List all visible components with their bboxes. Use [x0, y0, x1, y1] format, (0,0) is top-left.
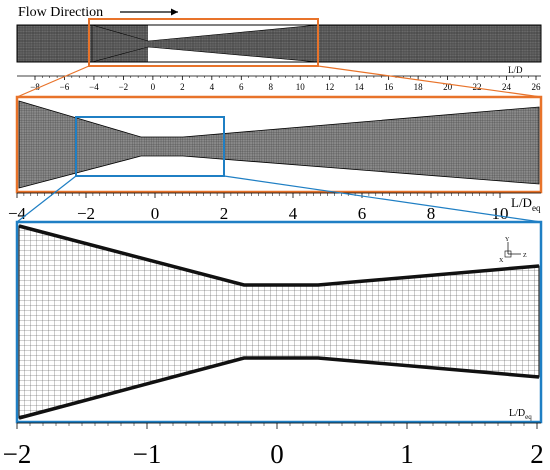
panel2-tick-label: −2 — [77, 204, 95, 223]
panel-zoom-1 — [15, 95, 543, 194]
panel1-tick-label: 6 — [239, 82, 244, 92]
panel3-ruler: −2 −1 0 1 2 — [3, 422, 544, 469]
zoom-box-2 — [75, 116, 225, 177]
panel-full-domain — [16, 18, 542, 67]
panel2-tick-label: 10 — [492, 204, 509, 223]
panel1-tick-label: 4 — [210, 82, 215, 92]
panel1-tick-label: 14 — [355, 82, 365, 92]
panel2-venturi-mesh — [18, 100, 540, 189]
panel2-tick-label: 6 — [358, 204, 367, 223]
panel3-tick-label: −1 — [133, 439, 162, 469]
zoom-box-1 — [88, 18, 319, 67]
panel1-axis-label: L/D — [508, 65, 523, 75]
triad-x-label: X — [499, 258, 504, 264]
panel3-axis-label: L/Deq — [509, 408, 532, 421]
panel2-tick-label: 2 — [220, 204, 229, 223]
panel1-tick-label: −2 — [119, 82, 129, 92]
panel1-tick-label: 8 — [269, 82, 274, 92]
panel-zoom-2: Y X Z L/Deq — [15, 220, 543, 424]
triad-z-label: Z — [523, 253, 527, 259]
panel1-tick-label: −8 — [30, 82, 40, 92]
panel2-axis-label: L/Deq — [511, 195, 541, 213]
panel2-tick-label: 4 — [289, 204, 298, 223]
panel1-tick-label: 22 — [473, 82, 482, 92]
panel1-tick-label: 16 — [384, 82, 394, 92]
panel2-tick-label: −4 — [8, 204, 27, 223]
axis-triad-icon: Y X Z — [499, 237, 527, 264]
panel3-tick-label: 0 — [270, 439, 284, 469]
panel3-tick-label: −2 — [3, 439, 32, 469]
panel1-ruler: −8 −6 −4 −2 0 2 4 6 8 10 12 14 16 18 20 22 24 26 L/D — [17, 65, 541, 92]
panel1-tick-label: −4 — [89, 82, 99, 92]
panel3-tick-label: 1 — [400, 439, 414, 469]
panel2-tick-label: 0 — [151, 204, 160, 223]
flow-direction-label: Flow Direction — [18, 5, 103, 20]
triad-y-label: Y — [505, 237, 510, 243]
panel2-ruler: −4 −2 0 2 4 6 8 10 L/Deq — [8, 192, 541, 223]
panel1-tick-label: 24 — [502, 82, 512, 92]
panel1-tick-label: −6 — [60, 82, 70, 92]
panel1-tick-label: 18 — [414, 82, 424, 92]
panel1-tick-label: 26 — [532, 82, 542, 92]
panel1-tick-label: 12 — [325, 82, 334, 92]
panel1-tick-label: 0 — [151, 82, 156, 92]
panel1-tick-label: 10 — [296, 82, 306, 92]
panel3-tick-label: 2 — [530, 439, 544, 469]
panel1-tick-label: 2 — [180, 82, 185, 92]
panel2-tick-label: 8 — [427, 204, 436, 223]
flow-direction-arrow-icon — [120, 8, 178, 16]
panel1-tick-label: 20 — [443, 82, 453, 92]
